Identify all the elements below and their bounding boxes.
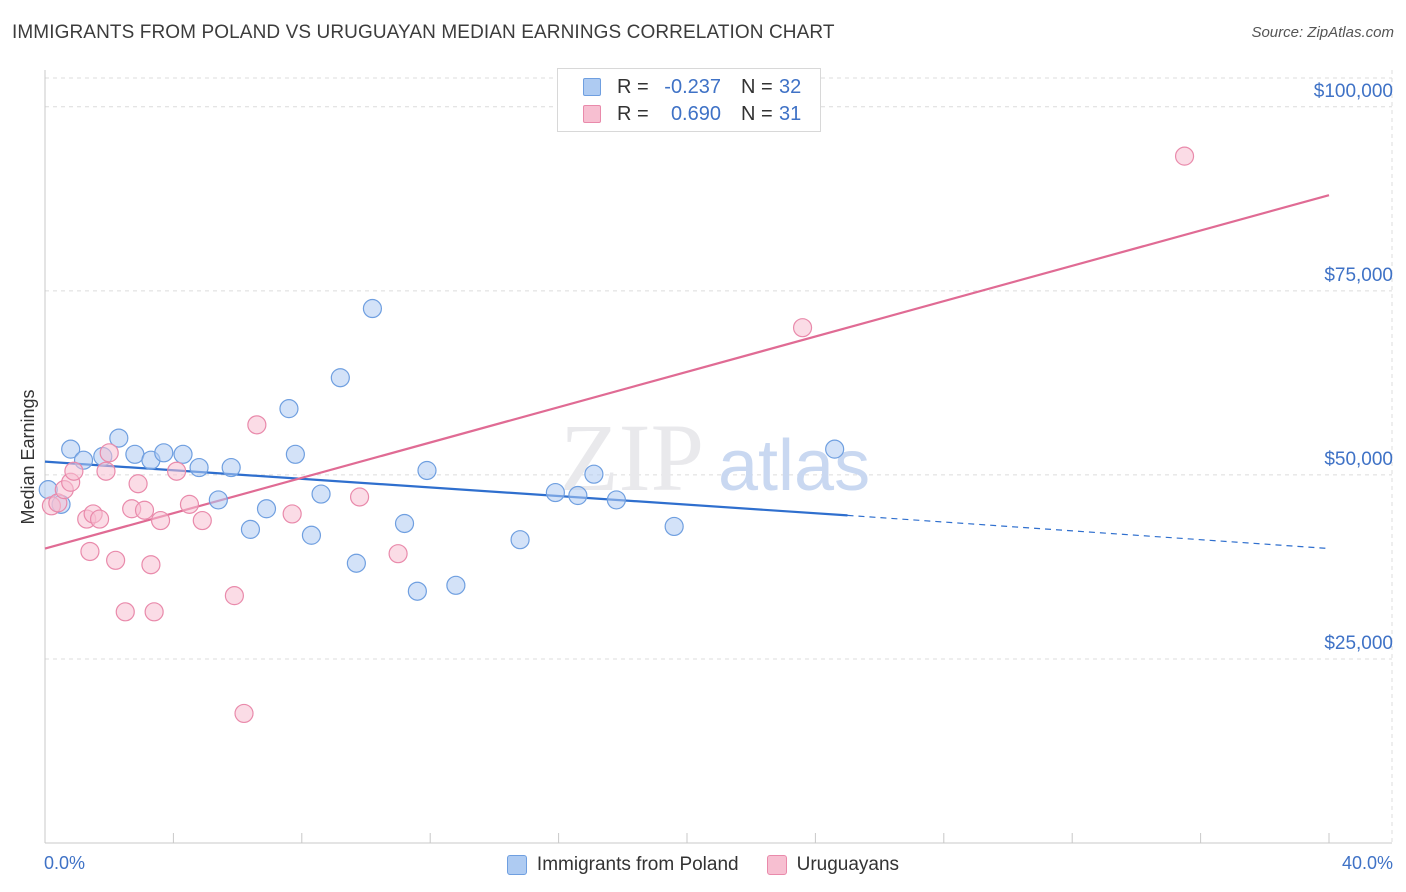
n-label: N =: [741, 102, 773, 125]
uruguayans-point: [792, 318, 813, 338]
uruguayans-point: [282, 504, 302, 524]
poland-point: [208, 490, 228, 510]
poland-legend-label: Immigrants from Poland: [536, 854, 739, 875]
correlation-legend: R = -0.237 N = 32 R = 0.690 N = 31: [557, 68, 821, 132]
tick-labels: $25,000 $50,000 $75,000 $100,000 0.0% 40.0%: [44, 81, 1393, 873]
poland-point: [109, 428, 129, 448]
legend-item-uruguayans[interactable]: Uruguayans: [766, 854, 900, 876]
uruguayans-point: [99, 443, 119, 463]
series-legend: Immigrants from Poland Uruguayans: [0, 852, 1406, 878]
legend-row-uruguayans: R = 0.690 N = 31: [583, 102, 801, 126]
poland-point: [346, 553, 366, 573]
poland-point: [285, 444, 305, 464]
poland-point: [362, 298, 383, 319]
uruguayans-point: [1174, 146, 1195, 166]
y-axis-label: Median Earnings: [18, 389, 38, 524]
uruguayans-point: [247, 415, 267, 435]
source-label: Source: ZipAtlas.com: [1251, 24, 1394, 41]
uruguayans-point: [115, 602, 135, 622]
poland-trend-extension: [847, 514, 1330, 550]
poland-point: [189, 457, 209, 478]
uruguayans-point: [234, 703, 254, 724]
uruguayans-swatch: [583, 105, 601, 123]
poland-point: [510, 530, 530, 550]
n-label: N =: [741, 75, 773, 98]
y-tick-label: $50,000: [1324, 449, 1393, 470]
chart-title: IMMIGRANTS FROM POLAND VS URUGUAYAN MEDI…: [12, 22, 835, 43]
poland-point: [606, 490, 626, 510]
uruguayans-legend-label: Uruguayans: [796, 854, 900, 875]
uruguayans-point: [150, 510, 171, 531]
uruguayans-point: [388, 544, 408, 564]
uruguayans-point: [64, 461, 84, 481]
poland-legend-swatch: [506, 855, 527, 875]
x-tick-label: 0.0%: [44, 853, 85, 873]
poland-point: [125, 444, 145, 464]
x-tick-label: 40.0%: [1342, 853, 1393, 873]
uruguayans-r-value: 0.690: [670, 102, 721, 125]
uruguayans-point: [80, 541, 100, 562]
r-label: R =: [617, 102, 649, 125]
poland-point: [173, 444, 193, 464]
uruguayans-point: [96, 461, 116, 481]
poland-point: [584, 464, 604, 484]
uruguayans-point: [144, 602, 164, 622]
uruguayans-point: [128, 474, 148, 494]
poland-point: [221, 457, 241, 478]
r-label: R =: [617, 75, 649, 98]
uruguayans-point: [167, 461, 187, 481]
poland-point: [61, 439, 81, 459]
poland-swatch: [583, 78, 601, 96]
watermark-atlas: atlas: [718, 426, 870, 506]
poland-point: [545, 482, 565, 503]
uruguayans-point: [192, 510, 212, 531]
poland-point: [154, 443, 174, 463]
uruguayans-point: [106, 550, 126, 570]
poland-point: [330, 368, 350, 388]
uruguayans-point: [89, 509, 110, 529]
uruguayans-n-value: 31: [779, 102, 802, 125]
poland-point: [407, 581, 427, 601]
poland-point: [279, 399, 299, 419]
poland-point: [446, 575, 466, 595]
y-tick-label: $100,000: [1314, 81, 1393, 102]
axes: [44, 70, 1392, 844]
poland-point: [394, 513, 415, 534]
poland-r-value: -0.237: [664, 75, 721, 98]
poland-point: [825, 439, 845, 459]
poland-point: [301, 525, 322, 545]
uruguayans-point: [134, 500, 155, 520]
uruguayans-point: [349, 487, 370, 507]
y-tick-label: $75,000: [1324, 265, 1393, 286]
poland-point: [256, 499, 277, 519]
poland-point: [240, 519, 261, 539]
uruguayans-point: [179, 494, 200, 514]
poland-point: [417, 460, 437, 481]
data-points: [38, 146, 1195, 724]
uruguayans-trend-line: [44, 194, 1330, 550]
uruguayans-legend-swatch: [766, 855, 787, 875]
y-tick-label: $25,000: [1324, 633, 1393, 654]
legend-row-poland: R = -0.237 N = 32: [583, 75, 801, 99]
poland-n-value: 32: [779, 75, 802, 98]
poland-point: [664, 516, 684, 537]
poland-point: [568, 485, 588, 506]
uruguayans-point: [141, 555, 161, 575]
legend-item-poland[interactable]: Immigrants from Poland: [506, 854, 739, 876]
uruguayans-point: [224, 586, 244, 606]
poland-point: [311, 484, 331, 504]
